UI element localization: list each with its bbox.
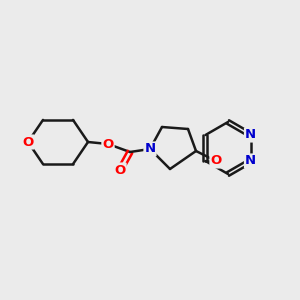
Text: O: O [102,137,114,151]
Text: N: N [245,128,256,142]
Text: O: O [210,154,222,167]
Text: O: O [114,164,126,176]
Text: O: O [22,136,34,148]
Text: N: N [144,142,156,155]
Text: N: N [245,154,256,167]
